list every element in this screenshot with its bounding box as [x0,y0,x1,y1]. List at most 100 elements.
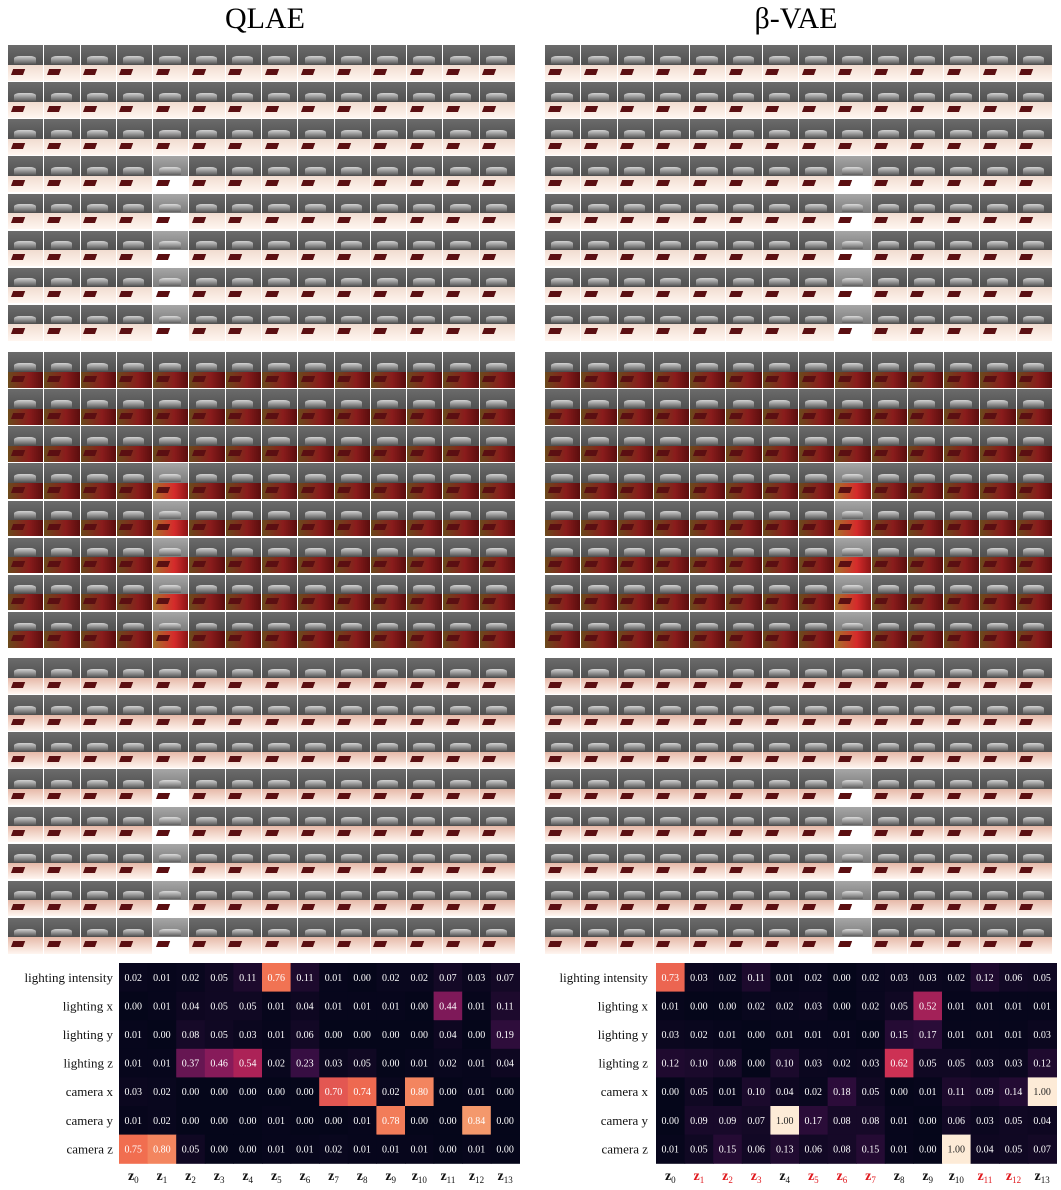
traversal-tile [653,45,690,81]
traversal-tile [871,304,907,341]
traversal-tile [581,500,617,537]
traversal-tile [262,352,298,388]
heatmap-column-label: z11 [440,1169,455,1185]
traversal-tile [581,880,617,917]
heatmap-cell [462,1077,492,1107]
traversal-tile [225,732,261,768]
traversal-tile [762,389,798,425]
traversal-tile [726,537,762,574]
traversal-tile [370,769,407,805]
heatmap-cell [233,1134,263,1164]
traversal-tile [835,806,871,843]
traversal-tile [262,695,298,731]
traversal-tile [1016,304,1052,341]
heatmap-cell [119,1020,149,1050]
traversal-tile [334,389,370,425]
traversal-tile [80,537,116,574]
traversal-tile [443,267,479,304]
traversal-tile [225,352,261,388]
heatmap-value-label: 0.02 [268,1059,286,1070]
heatmap-value-label: 0.01 [325,1001,343,1012]
traversal-tile [835,389,871,425]
heatmap-cell [827,1048,857,1078]
heatmap-cell [204,1048,234,1078]
traversal-tile [726,352,762,388]
traversal-tile [80,843,116,880]
traversal-tile [980,389,1016,425]
heatmap-value-label: 0.02 [153,1087,171,1098]
heatmap-cell [1027,1048,1057,1078]
traversal-tile [298,426,334,462]
traversal-tile [225,769,261,805]
heatmap-cell [490,1134,520,1164]
traversal-tile [407,732,443,768]
heatmap-cell [376,1106,406,1136]
traversal-tile [443,463,479,499]
heatmap-cell [347,1106,377,1136]
heatmap-cell [405,1048,435,1078]
heatmap-value-label: 0.05 [210,1001,228,1012]
traversal-tile [407,426,443,462]
heatmap-cell [856,1106,886,1136]
traversal-tile [116,119,153,155]
traversal-tile [80,917,116,954]
heatmap-cell [176,1106,206,1136]
traversal-tile [153,267,189,304]
heatmap-cell [119,1077,149,1107]
traversal-tile [581,806,617,843]
heatmap-value-label: 0.01 [382,1144,400,1155]
traversal-tile [726,880,762,917]
traversal-tile [80,611,116,648]
heatmap-cell [656,1106,686,1136]
traversal-tile [545,267,581,304]
traversal-tile [116,537,153,574]
heatmap-value-label: 0.02 [690,1030,708,1041]
traversal-tile [189,769,225,805]
traversal-tile [80,45,116,81]
traversal-tile [479,156,515,192]
traversal-grid [8,45,516,342]
traversal-tile [225,843,261,880]
traversal-tile [980,156,1016,192]
traversal-tile [189,230,225,267]
traversal-tile [980,695,1016,731]
traversal-tile [799,880,835,917]
heatmap-cell [913,1020,943,1050]
heatmap-cell [713,1020,743,1050]
heatmap-value-label: 0.03 [325,1059,343,1070]
traversal-tile [835,45,871,81]
traversal-tile [262,267,298,304]
traversal-tile [298,463,334,499]
heatmap-cell [684,963,714,993]
traversal-tile [762,119,798,155]
traversal-tile [334,352,370,388]
heatmap-value-label: 0.08 [833,1116,851,1127]
heatmap-value-label: 0.01 [890,1116,908,1127]
heatmap-cell [999,991,1029,1021]
traversal-tile [225,426,261,462]
traversal-tile [479,658,515,694]
traversal-tile [690,230,726,267]
traversal-tile [835,156,871,192]
traversal-tile [871,880,907,917]
traversal-tile [726,732,762,768]
heatmap-value-label: 0.05 [239,1001,257,1012]
traversal-tile [116,695,153,731]
traversal-tile [545,880,581,917]
heatmap-cell [462,1048,492,1078]
traversal-tile [545,389,581,425]
traversal-tile [617,426,653,462]
heatmap-cell [827,1020,857,1050]
traversal-tile [8,426,44,462]
heatmap-cell [347,1077,377,1107]
traversal-tile [907,574,944,611]
traversal-tile [617,769,653,805]
traversal-tile [726,82,762,118]
heatmap-value-label: 0.03 [662,1030,680,1041]
traversal-tile [44,304,80,341]
heatmap-value-label: 0.01 [662,1144,680,1155]
heatmap-value-label: 0.02 [125,973,143,984]
traversal-tile [80,769,116,805]
traversal-tile [581,732,617,768]
heatmap-value-label: 0.00 [890,1087,908,1098]
